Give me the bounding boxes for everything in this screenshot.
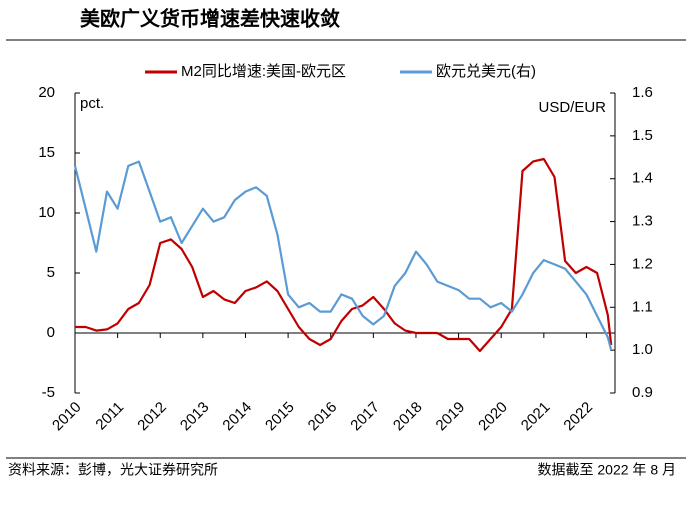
series-line: [75, 157, 613, 353]
y2-axis-label: USD/EUR: [538, 99, 606, 116]
x-tick-label: 2013: [177, 399, 213, 435]
x-tick-label: 2021: [518, 399, 554, 435]
series-line: [73, 160, 613, 351]
x-tick-label: 2019: [433, 399, 469, 435]
y2-tick-label: 1.3: [632, 213, 653, 230]
y2-tick-label: 1.5: [632, 127, 653, 144]
x-tick-label: 2011: [92, 399, 127, 434]
x-tick-label: 2020: [475, 399, 511, 435]
y2-tick-label: 0.9: [632, 384, 653, 401]
x-tick-label: 2022: [560, 399, 596, 435]
y-tick-label: 5: [47, 264, 55, 281]
chart-title: 美欧广义货币增速差快速收敛: [80, 6, 340, 30]
source: 资料来源：彭博，光大证券研究所: [8, 462, 218, 478]
x-tick-label: 2015: [262, 399, 298, 435]
x-tick-label: 2012: [134, 399, 170, 435]
y-tick-label: 10: [38, 204, 55, 221]
y-tick-label: 0: [47, 324, 55, 341]
y-tick-label: -5: [42, 384, 55, 401]
x-tick-label: 2017: [347, 399, 383, 435]
x-tick-label: 2010: [49, 399, 85, 435]
y2-tick-label: 1.6: [632, 84, 653, 101]
y2-tick-label: 1.4: [632, 170, 653, 187]
x-tick-label: 2018: [390, 399, 426, 435]
y-tick-label: 20: [38, 84, 55, 101]
legend-label: M2同比增速:美国-欧元区: [181, 63, 346, 80]
note: 数据截至 2022 年 8 月: [538, 462, 677, 478]
x-tick-label: 2016: [305, 399, 341, 435]
y2-tick-label: 1.1: [632, 298, 653, 315]
y-tick-label: 15: [38, 144, 55, 161]
y2-tick-label: 1.2: [632, 255, 653, 272]
y-axis-label: pct.: [80, 95, 104, 112]
x-tick-label: 2014: [219, 399, 255, 435]
legend-label: 欧元兑美元(右): [436, 63, 536, 80]
y2-tick-label: 1.0: [632, 341, 653, 358]
